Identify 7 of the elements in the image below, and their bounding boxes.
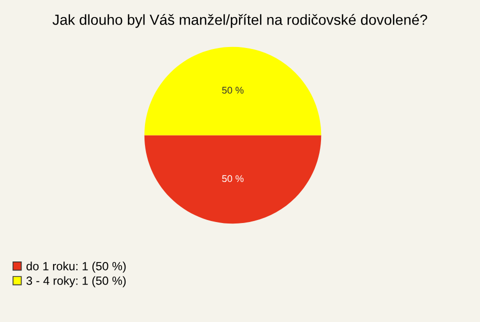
pie-slice bbox=[144, 135, 322, 224]
pie-slice bbox=[144, 46, 322, 136]
data-label: 50 % bbox=[222, 86, 244, 94]
legend-label: do 1 roku: 1 (50 %) bbox=[26, 262, 126, 273]
legend-label: 3 - 4 roky: 1 (50 %) bbox=[26, 276, 126, 288]
data-label: 50 % bbox=[222, 175, 244, 182]
chart-title: Jak dlouho byl Váš manžel/přítel na rodičovské dovolené? bbox=[52, 14, 428, 28]
